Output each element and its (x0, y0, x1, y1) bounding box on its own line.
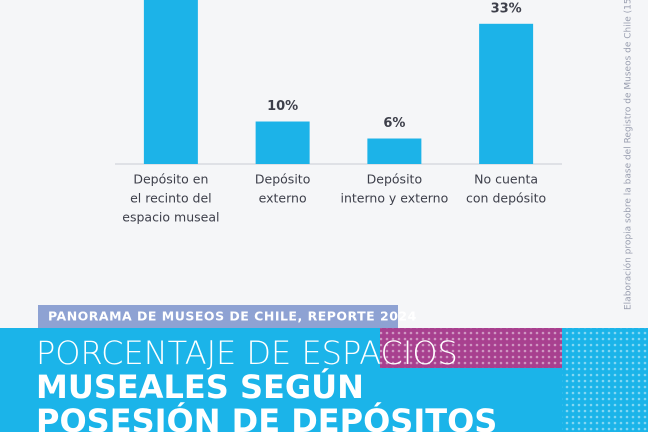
value-label: 33% (491, 1, 522, 16)
x-tick-label: interno y externo (340, 191, 448, 206)
x-tick-label: Depósito (367, 172, 422, 187)
x-tick-label: con depósito (466, 191, 546, 206)
x-tick-label: Depósito en (133, 172, 208, 187)
report-tag-box (38, 305, 398, 328)
report-tag: PANORAMA DE MUSEOS DE CHILE, REPORTE 202… (48, 309, 417, 324)
x-tick-label: espacio museal (122, 210, 219, 225)
value-label: 10% (267, 99, 298, 114)
title-line: MUSEALES SEGÚN (36, 367, 364, 406)
value-label: 6% (383, 116, 405, 131)
bar (255, 121, 310, 164)
source-note: Elaboración propia sobre la base del Reg… (623, 0, 634, 310)
title-line: POSESIÓN DE DEPÓSITOS (36, 401, 497, 432)
bar (367, 138, 422, 164)
x-tick-label: externo (259, 191, 307, 206)
x-tick-label: Depósito (255, 172, 310, 187)
bar (479, 23, 534, 165)
x-tick-label: No cuenta (474, 172, 538, 187)
bar (143, 0, 198, 164)
title-line: PORCENTAJE DE ESPACIOS (36, 334, 458, 372)
x-tick-label: el recinto del (130, 191, 212, 206)
dot-pattern (380, 328, 562, 368)
dot-pattern (562, 328, 648, 432)
